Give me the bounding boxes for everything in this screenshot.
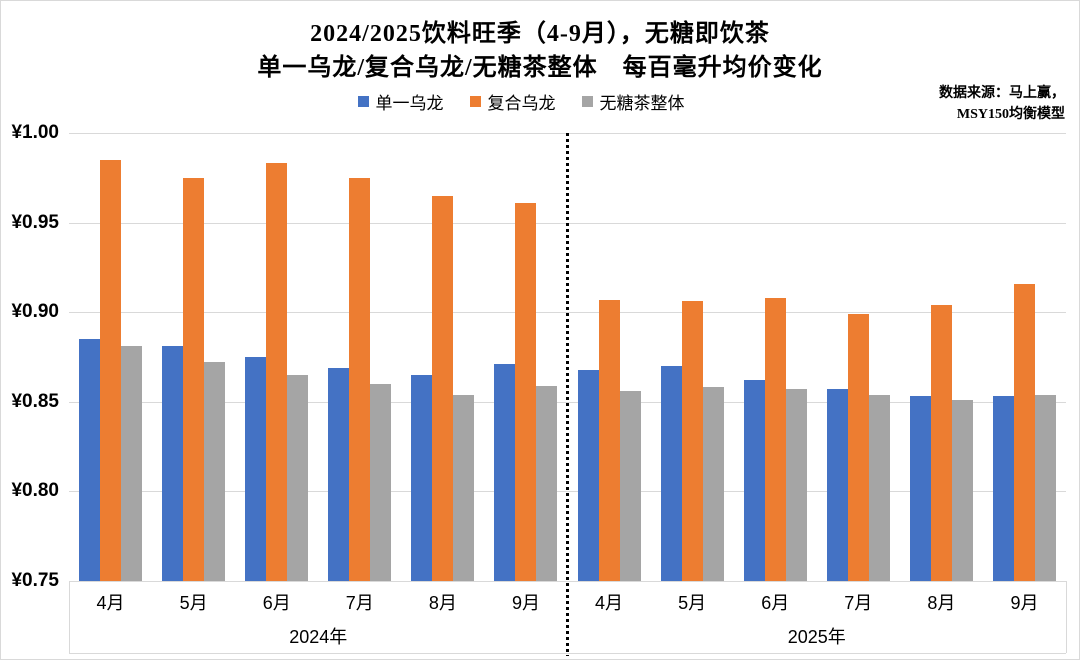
bar — [826, 389, 848, 581]
year-divider-line — [566, 133, 569, 656]
month-tick-label: 4月 — [595, 593, 624, 613]
legend-item-single-oolong: 单一乌龙 — [357, 89, 444, 114]
bar — [868, 394, 890, 581]
month-tick-label: 7月 — [844, 593, 873, 613]
legend-item-label: 单一乌龙 — [375, 94, 444, 113]
bar — [79, 339, 101, 581]
bar — [432, 195, 454, 581]
legend-item-compound-oolong: 复合乌龙 — [469, 89, 556, 114]
bar — [909, 396, 931, 581]
data-source-line2: MSY150均衡模型 — [956, 107, 1065, 122]
x-axis-right-border — [1066, 581, 1067, 653]
legend-swatch-icon — [469, 96, 481, 107]
month-tick-label: 6月 — [761, 593, 790, 613]
data-source-line1: 数据来源：马上赢， — [939, 86, 1065, 101]
y-axis-tick-label: ¥0.90 — [11, 301, 59, 323]
bar — [287, 374, 309, 581]
bar — [245, 357, 267, 581]
bar — [453, 394, 475, 581]
bar — [162, 346, 184, 581]
y-axis-tick-label: ¥0.95 — [11, 211, 59, 233]
chart-title-line1: 2024/2025饮料旺季（4-9月），无糖即饮茶 — [310, 21, 770, 47]
y-axis-tick-label: ¥1.00 — [11, 122, 59, 143]
month-tick-label: 8月 — [927, 593, 956, 613]
bar — [536, 385, 558, 581]
month-tick-label: 9月 — [511, 593, 540, 613]
legend-item-sugarfree-overall: 无糖茶整体 — [581, 89, 685, 114]
bar — [577, 369, 599, 581]
year-tick-label: 2024年 — [289, 627, 348, 647]
month-tick-label: 5月 — [678, 593, 707, 613]
chart-title-line2: 单一乌龙/复合乌龙/无糖茶整体 每百毫升均价变化 — [257, 55, 823, 81]
bar — [1034, 394, 1056, 581]
month-tick-label: 5月 — [179, 593, 208, 613]
bar — [370, 383, 392, 581]
month-tick-label: 8月 — [428, 593, 457, 613]
bar — [660, 365, 682, 581]
y-axis-tick-label: ¥0.80 — [11, 480, 59, 502]
legend-item-label: 无糖茶整体 — [599, 94, 685, 113]
y-axis-tick-label: ¥0.75 — [11, 570, 59, 591]
bar — [681, 301, 703, 581]
bar — [1013, 283, 1035, 581]
year-tick-label: 2025年 — [787, 627, 846, 647]
legend-swatch-icon — [357, 96, 369, 107]
month-tick-label: 6月 — [262, 593, 291, 613]
bar — [598, 299, 620, 581]
bar — [204, 362, 226, 581]
y-axis-tick-label: ¥0.85 — [11, 390, 59, 412]
bar — [100, 159, 122, 581]
x-axis-left-border — [69, 581, 70, 653]
bar — [411, 374, 433, 581]
bar — [951, 400, 973, 581]
bar — [847, 313, 869, 581]
bar — [121, 346, 143, 581]
legend-item-label: 复合乌龙 — [487, 94, 556, 113]
bar — [930, 305, 952, 581]
bar — [266, 163, 288, 581]
data-source-note: 数据来源：马上赢， MSY150均衡模型 — [939, 83, 1065, 125]
bar — [619, 391, 641, 581]
bar — [328, 367, 350, 581]
bar — [515, 202, 537, 581]
bar — [785, 389, 807, 581]
month-tick-label: 9月 — [1010, 593, 1039, 613]
bar — [992, 396, 1014, 581]
bar — [494, 364, 516, 581]
month-tick-label: 7月 — [345, 593, 374, 613]
bar — [743, 380, 765, 581]
bar — [183, 177, 205, 581]
legend: 单一乌龙 复合乌龙 无糖茶整体 — [1, 89, 1041, 114]
bar — [702, 387, 724, 581]
bar — [349, 177, 371, 581]
month-tick-label: 4月 — [96, 593, 125, 613]
bar — [764, 297, 786, 581]
legend-swatch-icon — [581, 96, 593, 107]
